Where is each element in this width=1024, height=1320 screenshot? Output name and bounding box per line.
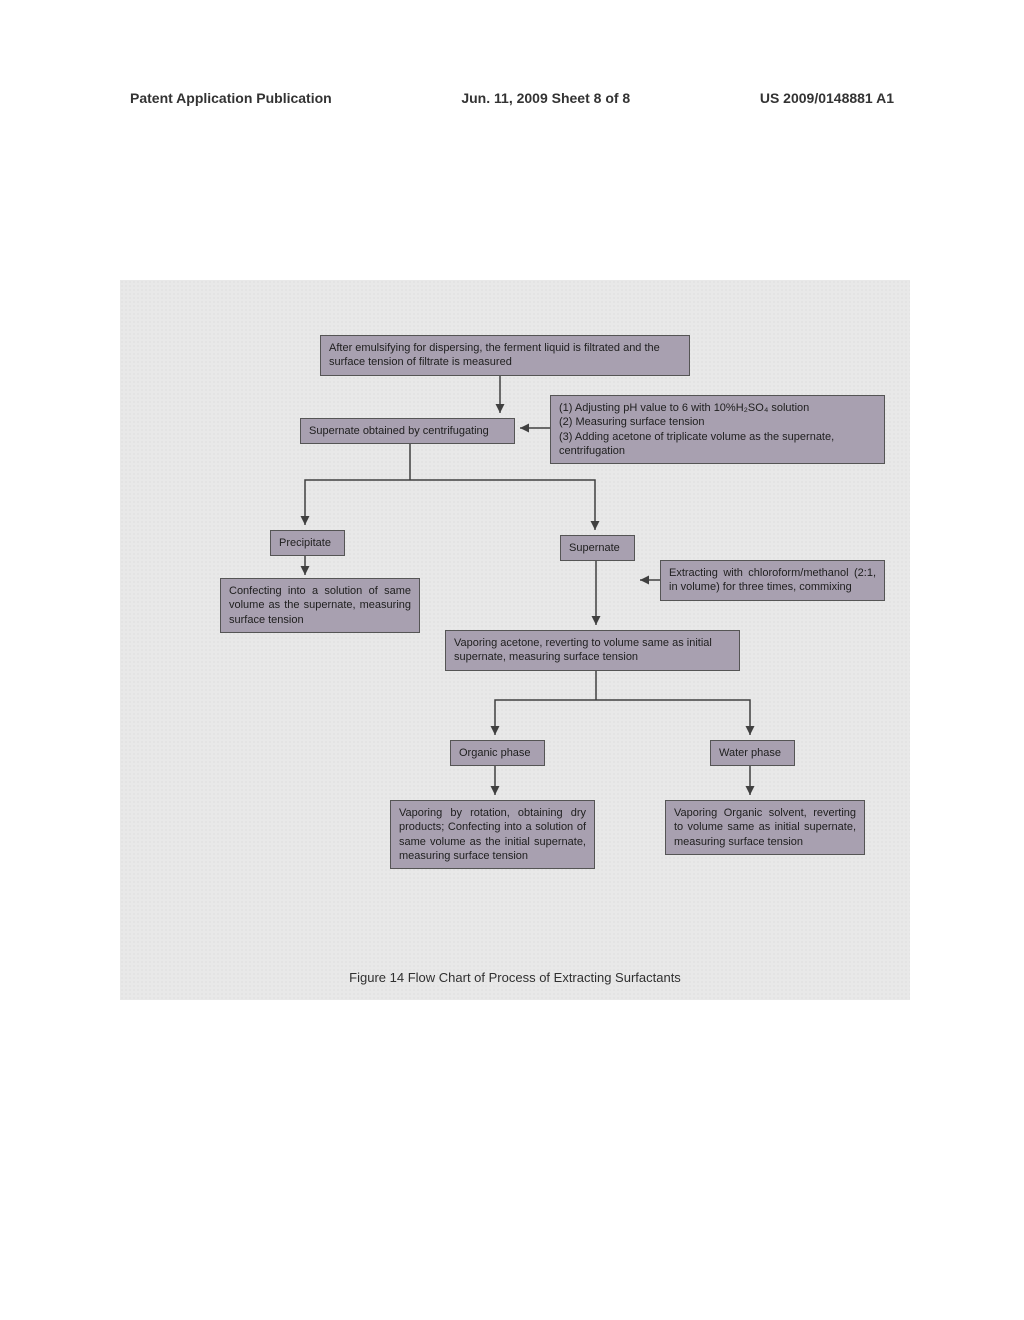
- box-extracting: Extracting with chloroform/methanol (2:1…: [660, 560, 885, 601]
- header-left: Patent Application Publication: [130, 90, 332, 106]
- box-confecting-precipitate: Confecting into a solution of same volum…: [220, 578, 420, 633]
- box-ph-adjust: (1) Adjusting pH value to 6 with 10%H₂SO…: [550, 395, 885, 464]
- box-supernate: Supernate: [560, 535, 635, 561]
- box-water-phase: Water phase: [710, 740, 795, 766]
- header-right: US 2009/0148881 A1: [760, 90, 894, 106]
- box-organic-phase: Organic phase: [450, 740, 545, 766]
- header-center: Jun. 11, 2009 Sheet 8 of 8: [461, 90, 630, 106]
- box-vaporing-organic: Vaporing Organic solvent, reverting to v…: [665, 800, 865, 855]
- flowchart-figure: After emulsifying for dispersing, the fe…: [120, 280, 910, 1000]
- box-supernate-centrifuge: Supernate obtained by centrifugating: [300, 418, 515, 444]
- box-emulsify: After emulsifying for dispersing, the fe…: [320, 335, 690, 376]
- figure-caption: Figure 14 Flow Chart of Process of Extra…: [120, 970, 910, 985]
- box-vaporing-rotation: Vaporing by rotation, obtaining dry prod…: [390, 800, 595, 869]
- box-precipitate: Precipitate: [270, 530, 345, 556]
- box-vaporing-acetone: Vaporing acetone, reverting to volume sa…: [445, 630, 740, 671]
